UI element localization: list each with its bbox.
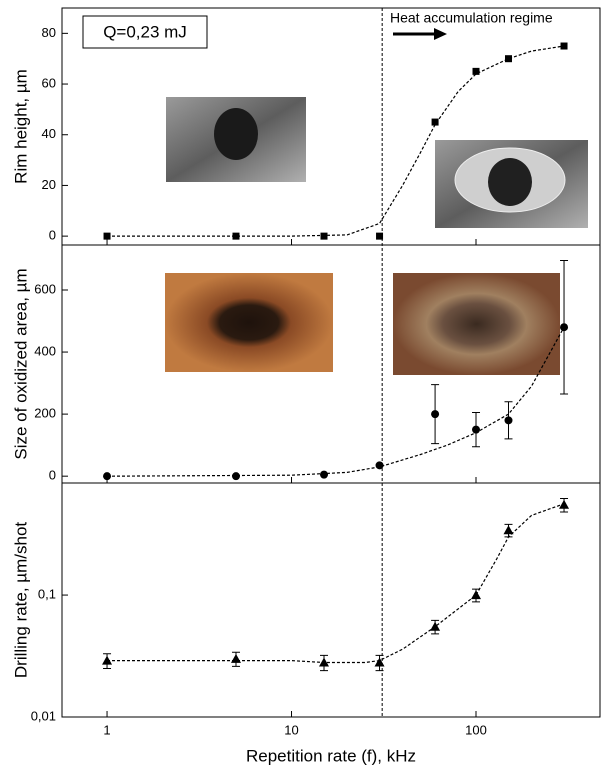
marker bbox=[231, 654, 241, 663]
y-axis-label: Size of oxidized area, µm bbox=[11, 268, 30, 459]
y-tick-label: 200 bbox=[34, 406, 56, 421]
plot-frame bbox=[62, 483, 600, 717]
y-tick-label: 600 bbox=[34, 281, 56, 296]
y-tick-label: 0,1 bbox=[38, 587, 56, 602]
y-tick-label: 0 bbox=[49, 228, 56, 243]
x-tick-label: 10 bbox=[284, 722, 298, 737]
y-tick-label: 60 bbox=[42, 75, 56, 90]
x-tick-label: 1 bbox=[103, 722, 110, 737]
sem-hole bbox=[214, 108, 258, 160]
y-tick-label: 20 bbox=[42, 177, 56, 192]
y-tick-label: 80 bbox=[42, 25, 56, 40]
fit-curve bbox=[107, 504, 564, 663]
sem-hole bbox=[488, 158, 532, 206]
annotation: Heat accumulation regime bbox=[390, 10, 553, 26]
y-tick-label: 400 bbox=[34, 343, 56, 358]
marker bbox=[321, 233, 328, 240]
y-axis-label: Drilling rate, µm/shot bbox=[11, 522, 30, 679]
y-tick-label: 0,01 bbox=[31, 708, 56, 723]
y-axis-label: Rim height, µm bbox=[11, 69, 30, 184]
marker bbox=[505, 55, 512, 62]
marker bbox=[232, 472, 240, 480]
figure: 0 20 40 60 80 Rim height, µm 0 200 400 600 Size of… bbox=[0, 0, 602, 771]
annotation-arrowhead bbox=[434, 28, 447, 40]
x-tick-label: 100 bbox=[465, 722, 487, 737]
marker bbox=[561, 43, 568, 50]
optical-image bbox=[165, 273, 333, 372]
marker bbox=[431, 410, 439, 418]
annotation: Q=0,23 mJ bbox=[103, 22, 187, 41]
marker bbox=[473, 68, 480, 75]
marker bbox=[504, 416, 512, 424]
x-axis-label: Repetition rate (f), kHz bbox=[246, 746, 416, 765]
y-tick-label: 40 bbox=[42, 126, 56, 141]
marker bbox=[320, 471, 328, 479]
optical-image bbox=[393, 273, 560, 375]
marker bbox=[430, 622, 440, 631]
y-tick-label: 0 bbox=[49, 468, 56, 483]
